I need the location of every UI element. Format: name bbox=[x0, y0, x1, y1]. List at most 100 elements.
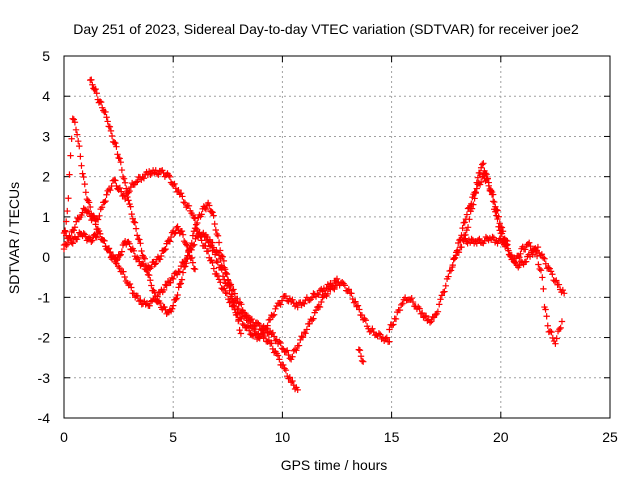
data-point bbox=[209, 209, 216, 216]
data-point bbox=[362, 317, 370, 324]
data-point bbox=[178, 276, 186, 283]
data-point bbox=[539, 254, 547, 261]
data-point bbox=[174, 223, 181, 230]
data-point bbox=[358, 357, 366, 365]
data-point bbox=[388, 322, 396, 329]
y-tick-label: 4 bbox=[42, 88, 50, 104]
data-point bbox=[545, 264, 552, 271]
data-point bbox=[453, 247, 461, 254]
data-point bbox=[398, 301, 405, 309]
data-point bbox=[541, 255, 548, 262]
data-point bbox=[469, 193, 476, 201]
data-point bbox=[493, 206, 500, 213]
data-point bbox=[555, 281, 563, 288]
data-point bbox=[345, 286, 352, 293]
data-point bbox=[369, 325, 376, 332]
data-point bbox=[190, 241, 198, 248]
data-point bbox=[168, 274, 176, 282]
data-point bbox=[551, 278, 559, 285]
data-point bbox=[165, 237, 173, 244]
data-point bbox=[152, 260, 159, 267]
data-point bbox=[137, 296, 144, 304]
data-point bbox=[130, 218, 138, 226]
data-point bbox=[78, 162, 85, 169]
data-point bbox=[98, 204, 106, 211]
data-point bbox=[112, 139, 119, 147]
data-point bbox=[239, 320, 246, 328]
data-point bbox=[553, 335, 560, 342]
data-point bbox=[289, 353, 296, 360]
data-point bbox=[107, 127, 115, 135]
data-point bbox=[355, 346, 363, 353]
data-point bbox=[125, 189, 132, 196]
data-point bbox=[116, 155, 123, 162]
data-point bbox=[137, 240, 144, 247]
data-point bbox=[133, 232, 141, 239]
data-point bbox=[544, 322, 551, 329]
data-point bbox=[218, 266, 225, 273]
data-point bbox=[511, 259, 519, 266]
data-point bbox=[333, 282, 341, 289]
data-point bbox=[134, 178, 141, 185]
data-point bbox=[432, 311, 439, 319]
data-point bbox=[211, 251, 219, 258]
data-point bbox=[162, 281, 169, 288]
data-point bbox=[356, 347, 364, 354]
y-tick-label: 5 bbox=[42, 48, 50, 64]
data-point bbox=[65, 195, 72, 202]
data-point bbox=[120, 175, 128, 182]
data-point bbox=[472, 189, 479, 197]
data-point bbox=[129, 215, 136, 222]
data-point bbox=[461, 235, 469, 242]
data-point bbox=[143, 267, 151, 275]
data-point bbox=[386, 326, 393, 333]
data-point bbox=[280, 361, 287, 369]
data-point bbox=[455, 239, 462, 247]
data-point bbox=[537, 267, 545, 274]
series-track-9 bbox=[355, 346, 367, 365]
data-point bbox=[120, 268, 127, 275]
data-point bbox=[192, 225, 200, 232]
data-point bbox=[237, 330, 245, 337]
data-point bbox=[546, 328, 554, 335]
data-point bbox=[167, 279, 174, 286]
data-point bbox=[318, 298, 325, 306]
data-point bbox=[96, 212, 103, 220]
data-point bbox=[236, 326, 243, 334]
data-point bbox=[177, 280, 185, 287]
data-point bbox=[416, 305, 423, 312]
data-point bbox=[445, 273, 452, 280]
data-point bbox=[438, 292, 446, 299]
data-point bbox=[141, 255, 149, 262]
data-point bbox=[132, 179, 140, 186]
data-point bbox=[118, 248, 126, 255]
data-point bbox=[214, 259, 221, 266]
data-point bbox=[496, 220, 503, 227]
data-point bbox=[174, 291, 181, 299]
data-point bbox=[198, 237, 205, 244]
data-point bbox=[140, 175, 148, 182]
data-point bbox=[477, 164, 485, 171]
data-point bbox=[90, 212, 97, 219]
data-point bbox=[165, 172, 173, 179]
data-point bbox=[152, 167, 159, 174]
data-point bbox=[69, 240, 76, 247]
data-point bbox=[83, 195, 91, 203]
data-point bbox=[221, 276, 228, 283]
data-point bbox=[536, 265, 543, 273]
data-point bbox=[463, 226, 470, 234]
data-point bbox=[162, 245, 169, 253]
data-point bbox=[175, 284, 182, 291]
data-point bbox=[151, 261, 158, 268]
data-point bbox=[269, 312, 276, 320]
data-point bbox=[461, 219, 468, 226]
data-point bbox=[126, 280, 134, 288]
data-point bbox=[113, 257, 121, 264]
data-point bbox=[450, 255, 458, 262]
data-point bbox=[225, 282, 232, 289]
data-point bbox=[272, 305, 279, 312]
data-point bbox=[180, 199, 187, 206]
tick-layer bbox=[63, 55, 611, 419]
data-point bbox=[217, 255, 224, 263]
data-point bbox=[477, 178, 485, 186]
